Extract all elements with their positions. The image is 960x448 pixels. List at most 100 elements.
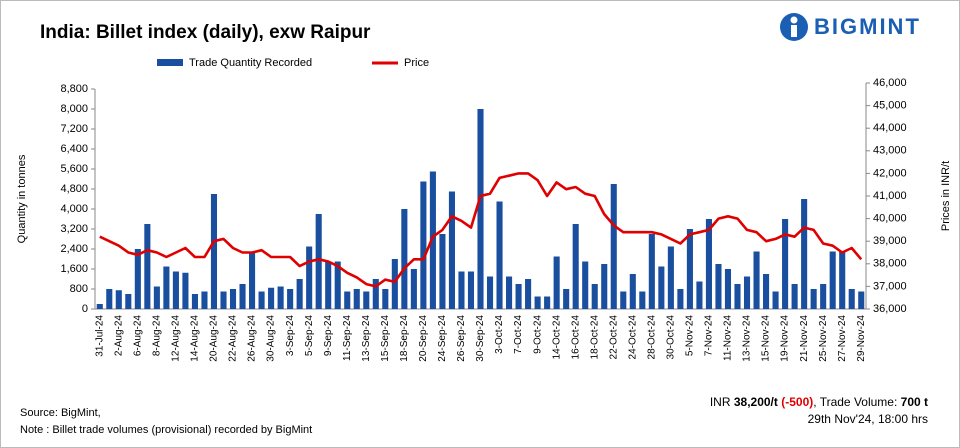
note: Note : Billet trade volumes (provisional… bbox=[20, 424, 312, 436]
x-tick-label: 20-Sep-24 bbox=[418, 315, 429, 362]
summary-volume-text: , Trade Volume: bbox=[813, 395, 900, 409]
bar bbox=[563, 289, 570, 309]
logo-text: BIGMINT bbox=[814, 14, 921, 39]
x-tick-label: 3-Sep-24 bbox=[285, 315, 296, 357]
bar bbox=[858, 291, 865, 309]
bar bbox=[772, 291, 779, 309]
x-tick-label: 21-Nov-24 bbox=[799, 315, 810, 362]
legend-swatch bbox=[157, 59, 183, 66]
bar bbox=[153, 286, 160, 309]
bar bbox=[201, 291, 208, 309]
y2-tick-label: 37,000 bbox=[873, 280, 907, 292]
bar bbox=[172, 271, 179, 309]
bar bbox=[782, 219, 789, 309]
bar bbox=[315, 214, 322, 309]
y-tick-label: 8,800 bbox=[60, 83, 88, 95]
bar bbox=[820, 284, 827, 309]
x-tick-label: 2-Aug-24 bbox=[113, 315, 124, 357]
x-tick-label: 11-Nov-24 bbox=[723, 315, 734, 361]
bar bbox=[239, 284, 246, 309]
bar bbox=[753, 251, 760, 309]
y2-tick-label: 39,000 bbox=[873, 235, 907, 247]
y-tick-label: 800 bbox=[70, 283, 88, 295]
bar bbox=[848, 289, 855, 309]
x-tick-label: 26-Aug-24 bbox=[247, 315, 258, 362]
x-tick-label: 20-Aug-24 bbox=[209, 315, 220, 362]
bar bbox=[629, 274, 636, 309]
x-tick-label: 16-Oct-24 bbox=[570, 315, 581, 360]
bar bbox=[658, 266, 665, 309]
bar bbox=[353, 289, 360, 309]
x-tick-label: 22-Aug-24 bbox=[228, 315, 239, 362]
bar bbox=[525, 279, 532, 309]
bar bbox=[496, 201, 503, 309]
bar bbox=[591, 284, 598, 309]
bar bbox=[582, 261, 589, 309]
bar bbox=[401, 209, 408, 309]
bar bbox=[410, 269, 417, 309]
x-tick-label: 28-Oct-24 bbox=[646, 315, 657, 360]
summary-volume: 700 t bbox=[901, 395, 928, 409]
bar bbox=[382, 289, 389, 309]
x-tick-label: 14-Aug-24 bbox=[190, 315, 201, 362]
timestamp: 29th Nov'24, 18:00 hrs bbox=[808, 412, 928, 426]
x-tick-label: 8-Aug-24 bbox=[152, 315, 163, 357]
bar bbox=[220, 291, 227, 309]
bar bbox=[458, 271, 465, 309]
bar bbox=[115, 290, 122, 309]
y-tick-label: 4,000 bbox=[60, 203, 88, 215]
bar bbox=[296, 279, 303, 309]
price-line bbox=[99, 172, 863, 288]
y2-axis-label: Prices in INR/t bbox=[940, 161, 952, 231]
bar bbox=[372, 279, 379, 309]
x-tick-label: 30-Aug-24 bbox=[266, 315, 277, 362]
bar bbox=[553, 256, 560, 309]
legend-label: Price bbox=[404, 57, 429, 69]
bar bbox=[715, 264, 722, 309]
bar bbox=[734, 284, 741, 309]
bar bbox=[686, 229, 693, 309]
x-tick-label: 24-Sep-24 bbox=[437, 315, 448, 362]
logo-icon-body bbox=[791, 25, 797, 37]
y2-tick-label: 46,000 bbox=[873, 77, 907, 89]
y-tick-label: 0 bbox=[82, 303, 88, 315]
x-tick-label: 24-Oct-24 bbox=[627, 315, 638, 360]
bar bbox=[325, 261, 332, 309]
bar bbox=[839, 251, 846, 309]
bar bbox=[696, 281, 703, 309]
x-tick-label: 31-Jul-24 bbox=[94, 315, 105, 357]
y-tick-label: 8,000 bbox=[60, 103, 88, 115]
y2-tick-label: 42,000 bbox=[873, 167, 907, 179]
bar bbox=[182, 272, 189, 309]
x-tick-label: 14-Oct-24 bbox=[551, 315, 562, 360]
bar bbox=[705, 219, 712, 309]
logo: BIGMINT bbox=[780, 13, 921, 41]
x-tick-label: 12-Aug-24 bbox=[171, 315, 182, 362]
bar bbox=[515, 284, 522, 309]
x-tick-label: 18-Oct-24 bbox=[589, 315, 600, 360]
bar bbox=[448, 191, 455, 309]
bar bbox=[125, 294, 132, 309]
bar bbox=[287, 289, 294, 309]
bar bbox=[210, 194, 218, 309]
x-tick-label: 9-Sep-24 bbox=[323, 315, 334, 357]
y-tick-label: 3,200 bbox=[60, 223, 88, 235]
bar bbox=[163, 266, 170, 309]
x-tick-label: 27-Nov-24 bbox=[837, 315, 848, 362]
summary-change: (-500) bbox=[781, 395, 813, 409]
x-tick-label: 13-Sep-24 bbox=[361, 315, 372, 362]
x-tick-label: 11-Sep-24 bbox=[342, 315, 353, 361]
bar bbox=[667, 246, 674, 309]
bar bbox=[277, 286, 284, 309]
bar bbox=[344, 291, 351, 309]
bar bbox=[144, 224, 151, 309]
logo-icon-head bbox=[790, 16, 798, 24]
bar bbox=[363, 291, 370, 309]
x-tick-label: 9-Oct-24 bbox=[532, 315, 543, 354]
bar bbox=[249, 251, 256, 309]
bar bbox=[106, 289, 113, 309]
bar bbox=[610, 184, 617, 309]
x-tick-label: 13-Nov-24 bbox=[742, 315, 753, 362]
bar bbox=[258, 291, 265, 309]
